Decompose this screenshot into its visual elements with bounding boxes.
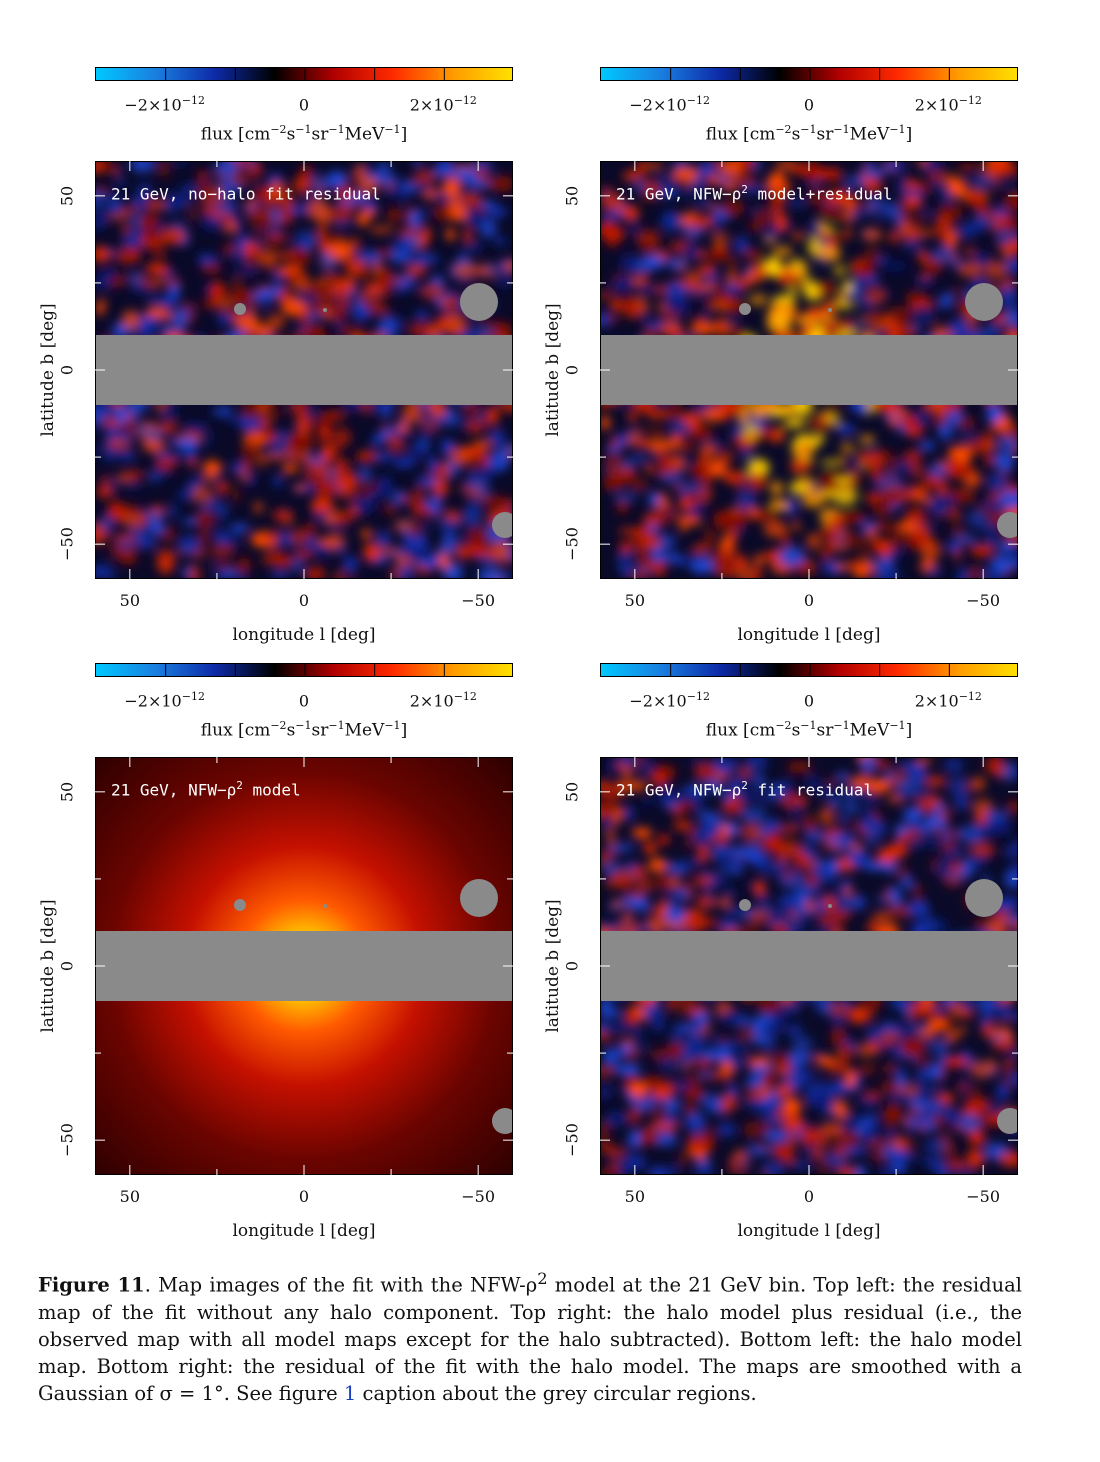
masked-region	[492, 512, 513, 538]
x-axis-label: longitude l [deg]	[737, 625, 881, 645]
masked-region	[739, 303, 751, 315]
colorbar-tick-label: 0	[803, 691, 815, 711]
masked-region	[965, 283, 1003, 321]
masked-region	[828, 308, 832, 312]
map-image	[95, 161, 513, 579]
masked-region	[492, 1108, 513, 1134]
x-tick-label: 0	[803, 1187, 815, 1206]
colorbar	[95, 663, 513, 677]
x-tick-label: 50	[119, 591, 141, 610]
y-tick-label: −50	[57, 527, 77, 562]
map-image	[600, 161, 1018, 579]
x-tick-label: 0	[298, 1187, 310, 1206]
colorbar-label: flux [cm−2s−1sr−1MeV−1]	[705, 719, 913, 741]
x-tick-label: 50	[624, 591, 646, 610]
y-tick-label: 50	[562, 781, 582, 803]
colorbar-tick-label: −2×10−12	[629, 690, 710, 711]
colorbar-tick-label: 0	[298, 95, 310, 115]
map-panel-4: flux [cm−2s−1sr−1MeV−1] 21 GeV, NFW−ρ2 f…	[543, 663, 1050, 1253]
x-tick-label: −50	[461, 1187, 496, 1206]
masked-region	[997, 512, 1018, 538]
caption-text-2: model at the 21 GeV bin. Top left: the r…	[38, 1273, 1023, 1405]
x-tick-label: −50	[966, 591, 1001, 610]
caption-sup: 2	[537, 1269, 548, 1288]
panel-title: 21 GeV, NFW−ρ2 model+residual	[616, 183, 893, 204]
colorbar-tick-label: −2×10−12	[124, 94, 205, 115]
sky-map: 21 GeV, NFW−ρ2 model+residual	[600, 161, 1018, 579]
y-tick-label: −50	[562, 527, 582, 562]
y-tick-label: 0	[57, 364, 77, 376]
x-tick-label: −50	[461, 591, 496, 610]
y-axis-label: latitude b [deg]	[38, 303, 58, 437]
y-tick-label: 0	[562, 364, 582, 376]
x-axis-label: longitude l [deg]	[232, 1221, 376, 1241]
x-tick-label: 0	[298, 591, 310, 610]
x-tick-label: 50	[624, 1187, 646, 1206]
y-tick-label: −50	[562, 1123, 582, 1158]
x-axis-label: longitude l [deg]	[232, 625, 376, 645]
panel-title: 21 GeV, NFW−ρ2 fit residual	[616, 779, 874, 800]
masked-region	[234, 899, 246, 911]
map-image	[95, 757, 513, 1175]
masked-region	[234, 303, 246, 315]
masked-region	[323, 308, 327, 312]
colorbar-tick-label: −2×10−12	[124, 690, 205, 711]
galactic-plane-mask	[95, 335, 513, 405]
masked-region	[323, 904, 327, 908]
masked-region	[460, 283, 498, 321]
masked-region	[965, 879, 1003, 917]
colorbar	[600, 663, 1018, 677]
figure-ref-link[interactable]: 1	[343, 1381, 357, 1405]
colorbar-tick-label: 2×10−12	[914, 94, 982, 115]
colorbar-tick-label: 2×10−12	[914, 690, 982, 711]
map-image	[600, 757, 1018, 1175]
caption-text-1: . Map images of the fit with the NFW-ρ	[144, 1273, 538, 1297]
map-panel-2: flux [cm−2s−1sr−1MeV−1] 21 GeV, NFW−ρ2 m…	[543, 67, 1050, 657]
galactic-plane-mask	[600, 335, 1018, 405]
y-tick-label: 50	[57, 185, 77, 207]
y-tick-label: 50	[562, 185, 582, 207]
colorbar-tick-label: 0	[803, 95, 815, 115]
panel-title: 21 GeV, NFW−ρ2 model	[111, 779, 301, 800]
sky-map: 21 GeV, NFW−ρ2 model	[95, 757, 513, 1175]
colorbar-tick-label: 2×10−12	[409, 94, 477, 115]
colorbar-label: flux [cm−2s−1sr−1MeV−1]	[705, 123, 913, 145]
x-tick-label: −50	[966, 1187, 1001, 1206]
y-axis-label: latitude b [deg]	[38, 899, 58, 1033]
sky-map: 21 GeV, no−halo fit residual	[95, 161, 513, 579]
galactic-plane-mask	[95, 931, 513, 1001]
masked-region	[997, 1108, 1018, 1134]
galactic-plane-mask	[600, 931, 1018, 1001]
y-axis-label: latitude b [deg]	[543, 899, 563, 1033]
y-tick-label: −50	[57, 1123, 77, 1158]
y-tick-label: 0	[57, 960, 77, 972]
y-tick-label: 50	[57, 781, 77, 803]
colorbar-tick-label: 0	[298, 691, 310, 711]
map-panel-1: flux [cm−2s−1sr−1MeV−1] 21 GeV, no−halo …	[38, 67, 545, 657]
masked-region	[828, 904, 832, 908]
sky-map: 21 GeV, NFW−ρ2 fit residual	[600, 757, 1018, 1175]
masked-region	[739, 899, 751, 911]
colorbar-tick-label: −2×10−12	[629, 94, 710, 115]
figure-caption: Figure 11. Map images of the fit with th…	[38, 1265, 1022, 1407]
caption-text-3: caption about the grey circular regions.	[356, 1381, 757, 1405]
masked-region	[460, 879, 498, 917]
colorbar	[600, 67, 1018, 81]
colorbar-tick-label: 2×10−12	[409, 690, 477, 711]
y-tick-label: 0	[562, 960, 582, 972]
y-axis-label: latitude b [deg]	[543, 303, 563, 437]
figure-label: Figure 11	[38, 1273, 145, 1297]
x-tick-label: 50	[119, 1187, 141, 1206]
x-axis-label: longitude l [deg]	[737, 1221, 881, 1241]
colorbar-label: flux [cm−2s−1sr−1MeV−1]	[200, 123, 408, 145]
x-tick-label: 0	[803, 591, 815, 610]
panel-title: 21 GeV, no−halo fit residual	[111, 184, 381, 204]
map-panel-3: flux [cm−2s−1sr−1MeV−1] 21 GeV, NFW−ρ2 m…	[38, 663, 545, 1253]
colorbar-label: flux [cm−2s−1sr−1MeV−1]	[200, 719, 408, 741]
colorbar	[95, 67, 513, 81]
